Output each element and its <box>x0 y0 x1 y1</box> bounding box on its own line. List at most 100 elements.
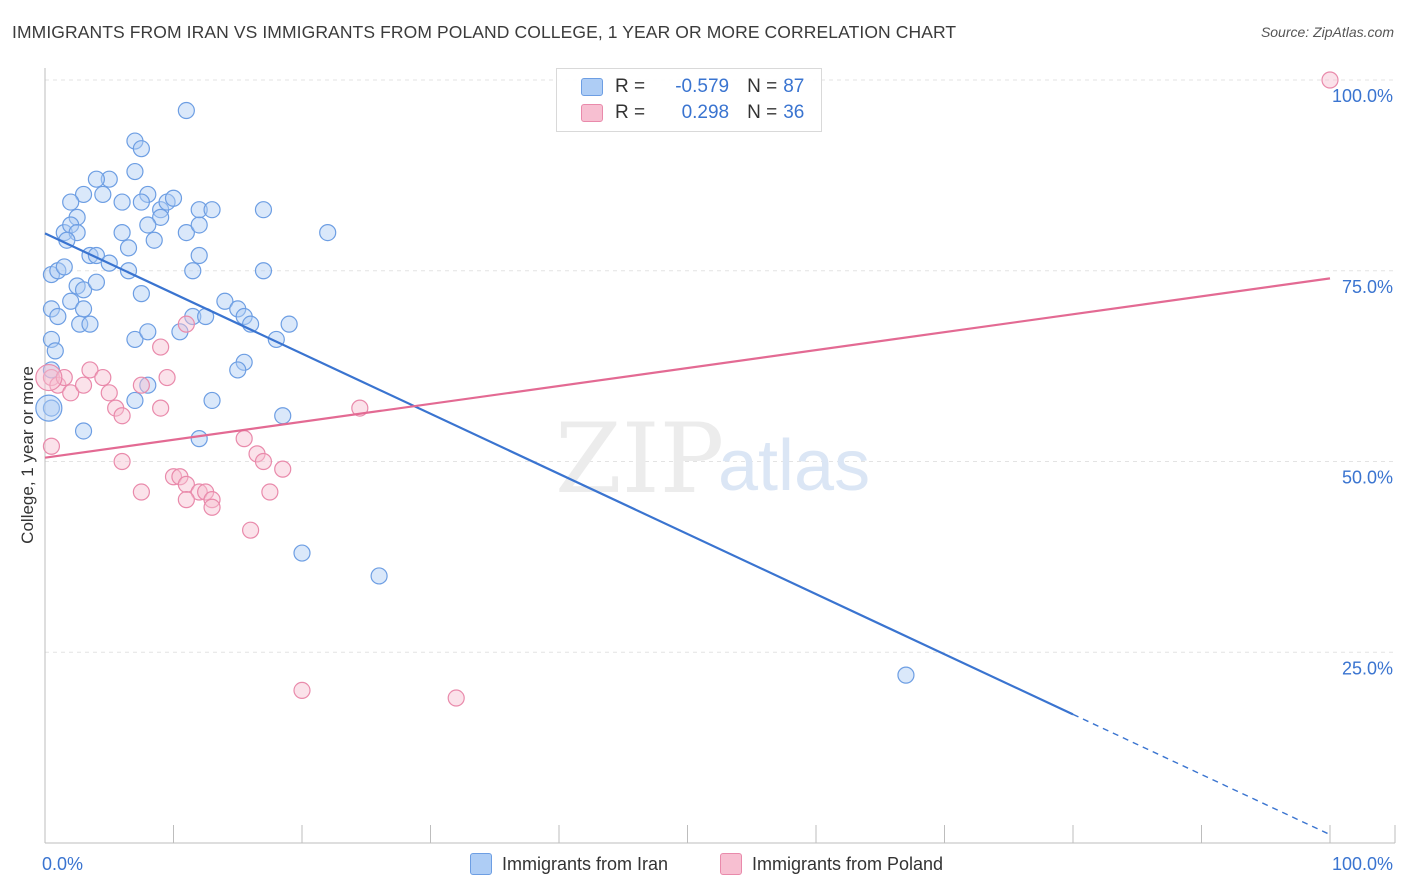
data-point <box>145 231 163 249</box>
data-point <box>139 323 157 341</box>
legend-r-label: R = <box>615 102 646 123</box>
data-point <box>177 475 195 493</box>
data-point <box>81 361 99 379</box>
data-point <box>87 273 106 291</box>
data-point <box>113 452 131 471</box>
data-point <box>139 376 157 394</box>
data-point <box>74 300 93 318</box>
data-point <box>370 567 388 585</box>
data-point <box>132 140 150 158</box>
legend-swatch-iran <box>581 78 603 96</box>
data-point <box>62 292 80 310</box>
trend-lines <box>44 232 1331 836</box>
bottom-legend-swatch-iran <box>470 853 492 875</box>
data-point <box>177 101 195 120</box>
data-point <box>203 201 221 219</box>
axes <box>44 68 1396 844</box>
data-point <box>119 239 138 257</box>
data-point <box>177 491 195 509</box>
y-tick-label: 25.0% <box>1342 658 1393 678</box>
data-point <box>94 185 112 204</box>
data-point <box>319 224 337 242</box>
legend-n-label: N = <box>747 76 778 97</box>
bottom-legend-iran: Immigrants from Iran <box>470 851 668 877</box>
bottom-legend-poland: Immigrants from Poland <box>720 851 943 877</box>
data-point <box>126 330 144 349</box>
legend-n-value-iran: 87 <box>783 76 805 97</box>
legend-r-label: R = <box>615 76 646 97</box>
legend-swatch-poland <box>581 104 603 122</box>
data-point <box>113 193 131 211</box>
watermark-atlas: atlas <box>718 426 870 506</box>
legend-r-value-poland: 0.298 <box>681 102 730 123</box>
data-point <box>126 391 144 410</box>
data-point <box>274 460 292 478</box>
trend-line-iran-extension <box>1072 713 1331 836</box>
x-tick-label: 100.0% <box>1332 854 1393 874</box>
series-iran-points <box>35 101 915 684</box>
data-point <box>164 189 183 207</box>
data-point <box>152 399 170 417</box>
data-point <box>132 376 150 394</box>
data-point <box>177 224 195 242</box>
y-axis-label: College, 1 year or more <box>18 366 37 544</box>
data-point <box>190 216 208 234</box>
data-point <box>126 162 144 181</box>
data-point <box>1321 71 1339 89</box>
data-point <box>49 307 67 326</box>
data-point <box>293 544 311 562</box>
data-point <box>139 216 157 234</box>
data-point <box>254 201 273 219</box>
data-point <box>74 422 93 440</box>
data-point <box>177 315 195 333</box>
data-point <box>190 246 208 265</box>
data-point <box>254 452 273 471</box>
data-point <box>203 498 221 516</box>
data-point <box>35 394 63 422</box>
data-point <box>81 315 99 333</box>
data-point <box>190 201 208 219</box>
data-point <box>46 342 64 360</box>
data-point <box>62 384 80 402</box>
data-point <box>74 281 93 299</box>
data-point <box>132 285 150 303</box>
data-point <box>74 185 93 204</box>
data-point <box>164 468 183 486</box>
data-point <box>293 681 311 700</box>
legend-row-iran: R = -0.579 N = 87 <box>581 74 804 100</box>
data-point <box>87 170 106 188</box>
y-tick-label: 75.0% <box>1342 277 1393 297</box>
data-point <box>254 262 273 280</box>
trend-line-iran <box>44 232 1074 716</box>
watermark: ZIP atlas <box>555 403 870 515</box>
data-point <box>100 384 118 402</box>
data-point <box>132 193 150 211</box>
data-point <box>261 483 279 501</box>
data-point <box>42 437 61 455</box>
data-point <box>229 361 247 379</box>
y-tick-label: 100.0% <box>1332 86 1393 106</box>
legend-r-value-iran: -0.579 <box>675 76 730 97</box>
data-point <box>74 376 93 394</box>
data-point <box>62 193 80 211</box>
correlation-legend: R = -0.579 N = 87 R = 0.298 N = 36 <box>556 68 822 132</box>
source-label: Source: ZipAtlas.com <box>1260 24 1394 40</box>
data-point <box>158 368 176 387</box>
data-point <box>113 407 131 425</box>
data-point <box>94 368 112 387</box>
series-poland-points <box>35 71 1339 707</box>
chart-title: IMMIGRANTS FROM IRAN VS IMMIGRANTS FROM … <box>12 22 957 42</box>
legend-row-poland: R = 0.298 N = 36 <box>581 100 804 126</box>
legend-n-label: N = <box>747 102 778 123</box>
data-point <box>216 292 234 310</box>
data-point <box>42 399 61 417</box>
data-point <box>190 430 208 448</box>
data-point <box>190 483 208 501</box>
data-point <box>242 521 260 539</box>
x-tick-label: 0.0% <box>42 854 83 874</box>
y-tick-label: 50.0% <box>1342 468 1393 488</box>
data-point <box>447 689 465 707</box>
data-point <box>113 224 131 242</box>
data-point <box>55 258 73 276</box>
